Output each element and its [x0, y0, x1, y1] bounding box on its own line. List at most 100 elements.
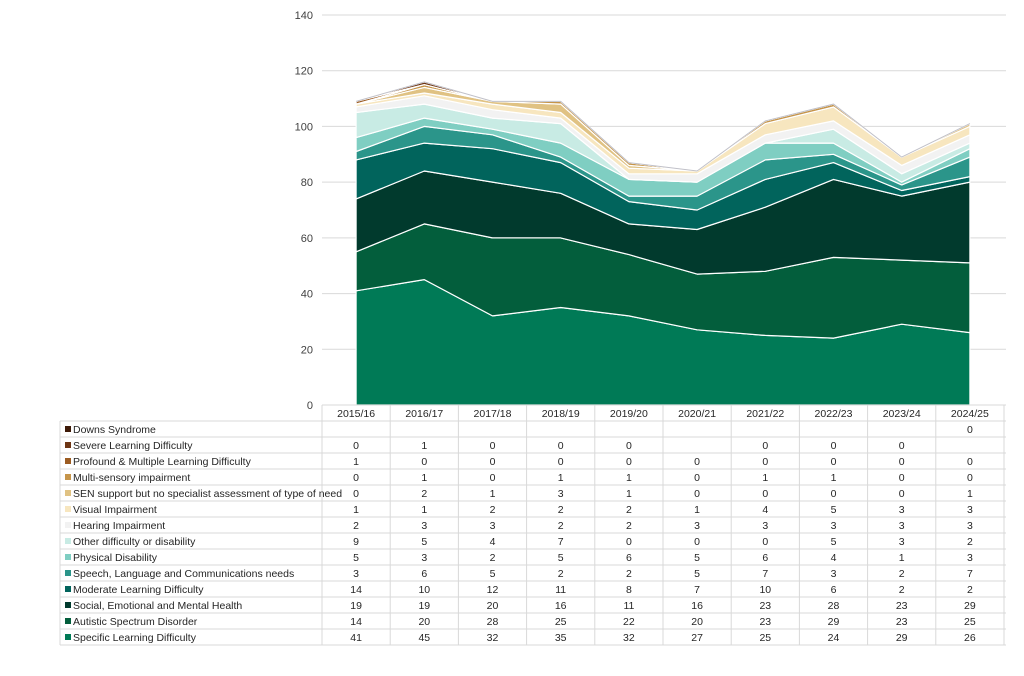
data-value-label: 1 — [421, 472, 427, 484]
x-category-label: 2022/23 — [815, 408, 853, 420]
data-value-label: 0 — [967, 456, 973, 468]
data-value-label: 3 — [899, 536, 905, 548]
data-value-label: 3 — [694, 520, 700, 532]
data-value-label: 6 — [626, 552, 632, 564]
data-value-label: 28 — [828, 600, 840, 612]
data-value-label: 14 — [350, 584, 362, 596]
data-value-label: 0 — [762, 488, 768, 500]
data-value-label: 5 — [694, 552, 700, 564]
data-value-label: 7 — [694, 584, 700, 596]
data-value-label: 6 — [421, 568, 427, 580]
legend-key — [65, 586, 71, 592]
legend-label: Downs Syndrome — [73, 424, 156, 436]
x-category-label: 2021/22 — [746, 408, 784, 420]
x-category-label: 2017/18 — [474, 408, 512, 420]
legend-label: Multi-sensory impairment — [73, 472, 190, 484]
data-value-label: 3 — [353, 568, 359, 580]
legend-label: SEN support but no specialist assessment… — [73, 488, 342, 500]
data-value-label: 1 — [490, 488, 496, 500]
data-value-label: 3 — [967, 520, 973, 532]
data-value-label: 1 — [353, 504, 359, 516]
data-value-label: 0 — [490, 472, 496, 484]
data-value-label: 5 — [421, 536, 427, 548]
data-value-label: 4 — [490, 536, 496, 548]
data-value-label: 5 — [558, 552, 564, 564]
data-value-label: 1 — [421, 504, 427, 516]
y-axis-ticks: 0 20 40 60 80 100 120 140 — [295, 10, 313, 412]
legend-label: Visual Impairment — [73, 504, 157, 516]
legend-label: Physical Disability — [73, 552, 158, 564]
data-value-label: 5 — [831, 504, 837, 516]
data-value-label: 3 — [558, 488, 564, 500]
data-value-label: 6 — [762, 552, 768, 564]
data-value-label: 0 — [967, 424, 973, 436]
data-value-label: 2 — [490, 552, 496, 564]
data-value-label: 41 — [350, 632, 362, 644]
x-category-label: 2018/19 — [542, 408, 580, 420]
data-value-label: 0 — [899, 472, 905, 484]
data-value-label: 3 — [762, 520, 768, 532]
data-value-label: 1 — [694, 504, 700, 516]
data-value-label: 25 — [759, 632, 771, 644]
data-value-label: 2 — [899, 584, 905, 596]
stacked-areas — [355, 81, 971, 406]
y-tick-label: 140 — [295, 10, 313, 22]
data-value-label: 4 — [831, 552, 837, 564]
x-category-label: 2023/24 — [883, 408, 921, 420]
data-value-label: 0 — [626, 456, 632, 468]
data-value-label: 0 — [490, 440, 496, 452]
data-value-label: 26 — [964, 632, 976, 644]
data-value-label: 24 — [828, 632, 840, 644]
data-value-label: 5 — [490, 568, 496, 580]
data-value-label: 23 — [759, 600, 771, 612]
data-value-label: 22 — [623, 616, 635, 628]
legend-label: Profound & Multiple Learning Difficulty — [73, 456, 252, 468]
x-category-label: 2015/16 — [337, 408, 375, 420]
data-value-label: 19 — [418, 600, 430, 612]
data-value-label: 3 — [421, 520, 427, 532]
data-value-label: 0 — [694, 488, 700, 500]
data-value-label: 9 — [353, 536, 359, 548]
data-value-label: 2 — [558, 504, 564, 516]
data-value-label: 2 — [626, 504, 632, 516]
data-value-label: 4 — [762, 504, 768, 516]
data-value-label: 1 — [421, 440, 427, 452]
data-value-label: 10 — [759, 584, 771, 596]
legend-key — [65, 490, 71, 496]
data-value-label: 0 — [831, 456, 837, 468]
data-value-label: 11 — [555, 584, 566, 596]
data-value-label: 3 — [967, 552, 973, 564]
data-value-label: 29 — [896, 632, 908, 644]
legend-key — [65, 458, 71, 464]
data-value-label: 14 — [350, 616, 362, 628]
legend-key — [65, 522, 71, 528]
x-category-label: 2020/21 — [678, 408, 716, 420]
data-value-label: 5 — [353, 552, 359, 564]
legend-label: Hearing Impairment — [73, 520, 165, 532]
y-tick-label: 80 — [301, 177, 313, 189]
data-value-label: 2 — [558, 568, 564, 580]
y-tick-label: 60 — [301, 233, 313, 245]
data-value-label: 0 — [831, 440, 837, 452]
data-value-label: 32 — [487, 632, 499, 644]
data-value-label: 12 — [487, 584, 499, 596]
data-value-label: 0 — [490, 456, 496, 468]
data-value-label: 2 — [626, 520, 632, 532]
data-value-label: 11 — [623, 600, 634, 612]
data-value-label: 1 — [899, 552, 905, 564]
legend-key — [65, 570, 71, 576]
x-category-label: 2016/17 — [405, 408, 443, 420]
y-tick-label: 100 — [295, 121, 313, 133]
data-value-label: 0 — [762, 536, 768, 548]
legend-key — [65, 426, 71, 432]
data-value-label: 7 — [558, 536, 564, 548]
data-value-label: 8 — [626, 584, 632, 596]
data-value-label: 16 — [691, 600, 703, 612]
data-value-label: 5 — [831, 536, 837, 548]
data-value-label: 19 — [350, 600, 362, 612]
data-value-label: 2 — [421, 488, 427, 500]
data-value-label: 1 — [626, 488, 632, 500]
data-value-label: 35 — [555, 632, 567, 644]
data-value-label: 3 — [899, 520, 905, 532]
